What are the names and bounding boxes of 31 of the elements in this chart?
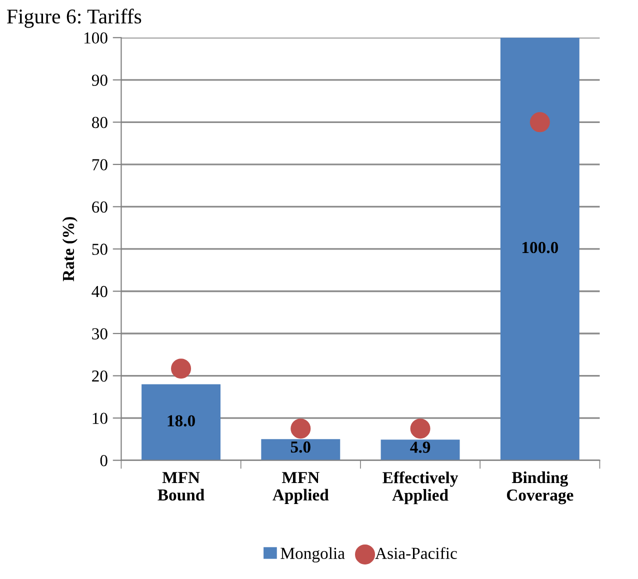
x-tick-label: Binding Coverage [506, 471, 574, 504]
legend-label: Asia-Pacific [375, 547, 457, 559]
x-tick-label: MFN Bound [158, 472, 204, 501]
bar [500, 38, 580, 460]
point [410, 418, 430, 439]
y-axis-title: Rate (%) [62, 217, 78, 282]
y-tick-label: 40 [92, 286, 108, 298]
y-tick-label: 90 [92, 74, 108, 86]
y-tick-label: 80 [92, 116, 108, 128]
data-label: 100.0 [522, 242, 558, 254]
y-tick-label: 50 [92, 244, 108, 255]
bar [142, 384, 221, 460]
bar [380, 440, 460, 460]
data-label: 4.9 [410, 442, 430, 453]
point [290, 418, 311, 439]
y-tick-label: 70 [92, 159, 108, 170]
y-tick-label: 30 [92, 328, 108, 340]
data-label: 5.0 [290, 441, 310, 453]
y-tick-label: 100 [84, 32, 108, 44]
y-tick-label: 20 [92, 370, 108, 382]
legend-label: Mongolia [280, 547, 345, 562]
y-tick-label: 0 [100, 455, 108, 466]
x-tick-label: MFN Applied [272, 472, 329, 504]
x-tick-label: Effectively Applied [382, 471, 458, 504]
point [171, 358, 192, 379]
y-tick-label: 10 [92, 412, 108, 424]
bar [261, 439, 340, 460]
y-tick-label: 60 [92, 201, 108, 213]
point [530, 112, 550, 132]
chart-title: Figure 6: Tariffs [6, 8, 142, 28]
data-label: 18.0 [168, 415, 195, 427]
